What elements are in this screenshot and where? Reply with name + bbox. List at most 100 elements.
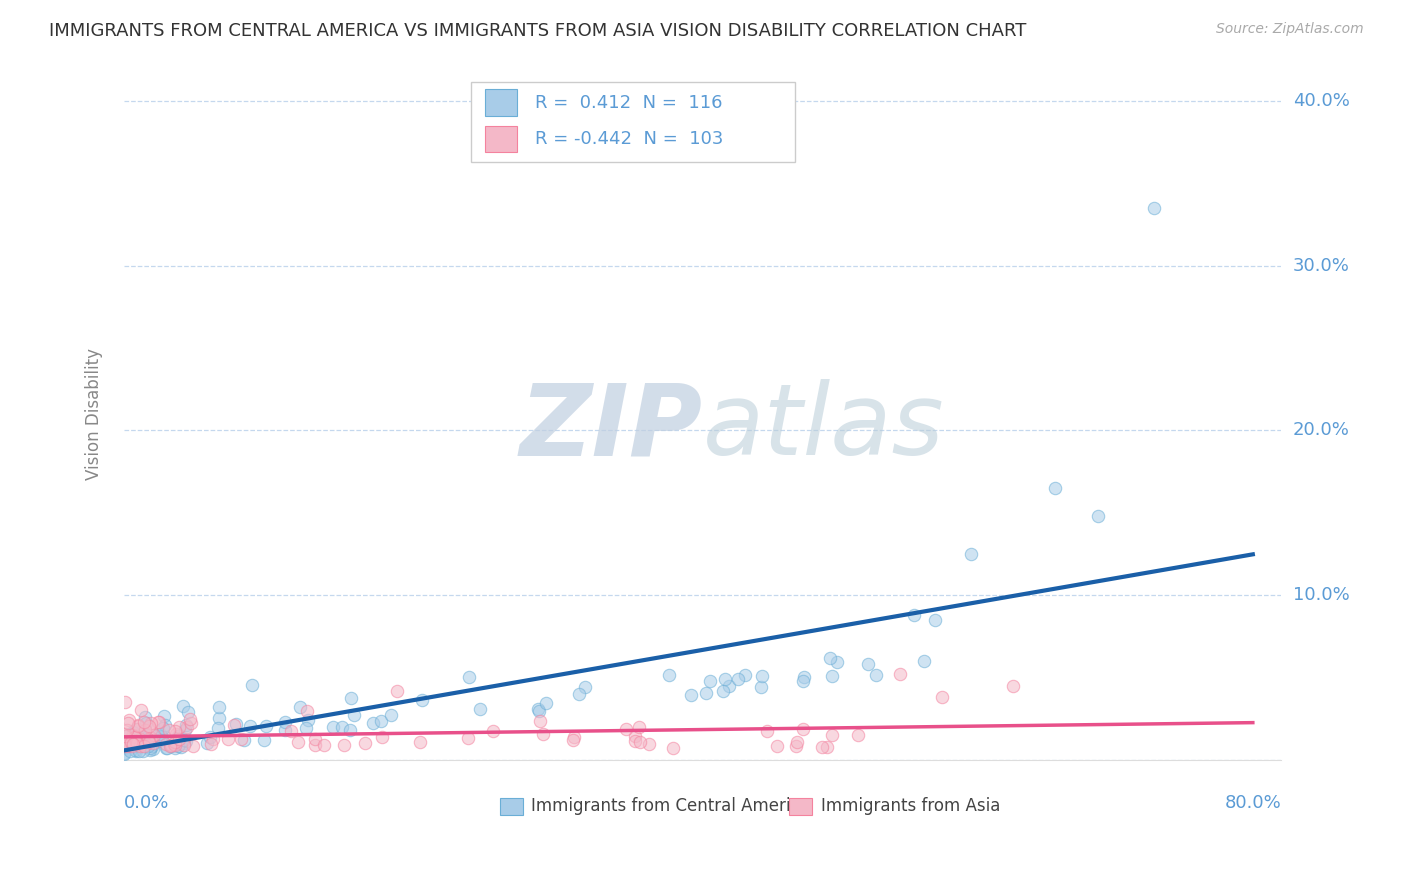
Point <box>114 736 136 750</box>
Point <box>297 713 319 727</box>
Point <box>117 739 139 753</box>
Point <box>1001 679 1024 693</box>
Point <box>135 739 157 753</box>
FancyBboxPatch shape <box>485 89 517 116</box>
Point <box>139 715 162 730</box>
Point <box>531 727 554 741</box>
Text: 40.0%: 40.0% <box>1292 93 1350 111</box>
FancyBboxPatch shape <box>789 797 813 814</box>
Point <box>711 684 734 698</box>
Text: 30.0%: 30.0% <box>1292 257 1350 275</box>
Point <box>170 740 193 755</box>
Point <box>148 715 170 730</box>
Point <box>125 722 148 736</box>
Point <box>792 673 814 688</box>
Point <box>202 732 225 747</box>
Point <box>713 672 735 686</box>
Point <box>114 729 136 743</box>
Y-axis label: Vision Disability: Vision Disability <box>86 348 103 480</box>
Point <box>138 739 160 753</box>
Point <box>856 657 879 671</box>
Point <box>174 723 197 738</box>
Point <box>1143 202 1166 216</box>
Point <box>121 725 143 739</box>
Point <box>114 739 136 753</box>
Point <box>134 723 156 737</box>
Point <box>200 737 222 751</box>
Point <box>150 729 173 743</box>
Point <box>174 718 197 732</box>
Point <box>562 733 585 747</box>
Point <box>112 737 135 751</box>
Point <box>574 680 596 694</box>
Point <box>361 716 384 731</box>
Point <box>811 739 834 754</box>
Point <box>127 719 149 733</box>
Point <box>122 732 145 747</box>
Point <box>117 713 139 727</box>
Point <box>163 724 186 739</box>
Point <box>114 695 136 709</box>
Point <box>207 700 229 714</box>
Point <box>165 740 187 755</box>
Text: Immigrants from Asia: Immigrants from Asia <box>821 797 1000 814</box>
Point <box>173 736 195 750</box>
Point <box>792 723 814 737</box>
Point <box>527 702 550 716</box>
Point <box>146 733 169 747</box>
Point <box>118 726 141 740</box>
Point <box>793 671 815 685</box>
Point <box>125 744 148 758</box>
Point <box>470 702 492 716</box>
Point <box>924 613 946 627</box>
Point <box>815 739 838 754</box>
Point <box>129 732 152 747</box>
Point <box>129 735 152 749</box>
Point <box>159 739 181 753</box>
Point <box>163 735 186 749</box>
Point <box>562 730 585 744</box>
Point <box>623 734 645 748</box>
Point <box>141 728 163 742</box>
Point <box>717 679 740 693</box>
Point <box>155 740 177 755</box>
Point <box>304 732 326 747</box>
Point <box>198 731 221 745</box>
Point <box>225 717 247 731</box>
Point <box>125 738 148 752</box>
Point <box>330 720 353 734</box>
Text: IMMIGRANTS FROM CENTRAL AMERICA VS IMMIGRANTS FROM ASIA VISION DISABILITY CORREL: IMMIGRANTS FROM CENTRAL AMERICA VS IMMIG… <box>49 22 1026 40</box>
Point <box>118 732 141 747</box>
Point <box>128 736 150 750</box>
Point <box>160 739 183 754</box>
Point <box>254 719 277 733</box>
Text: Source: ZipAtlas.com: Source: ZipAtlas.com <box>1216 22 1364 37</box>
Point <box>153 708 176 723</box>
Point <box>253 732 276 747</box>
Point <box>142 742 165 756</box>
Point <box>117 739 139 753</box>
Point <box>176 734 198 748</box>
Point <box>628 720 651 734</box>
Point <box>155 731 177 745</box>
Point <box>240 678 263 692</box>
Point <box>114 735 136 749</box>
Point <box>117 734 139 748</box>
Point <box>1087 509 1109 524</box>
Point <box>128 739 150 754</box>
Point <box>134 723 156 738</box>
Point <box>131 730 153 744</box>
Point <box>458 669 481 683</box>
Point <box>127 722 149 736</box>
Point <box>529 714 551 728</box>
Point <box>148 727 170 741</box>
Point <box>121 739 143 754</box>
Point <box>208 711 231 725</box>
Point <box>287 735 309 749</box>
Point <box>195 736 218 750</box>
Point <box>172 698 194 713</box>
Point <box>534 696 557 710</box>
Point <box>825 655 848 669</box>
Point <box>411 692 433 706</box>
Text: 20.0%: 20.0% <box>1292 422 1350 440</box>
